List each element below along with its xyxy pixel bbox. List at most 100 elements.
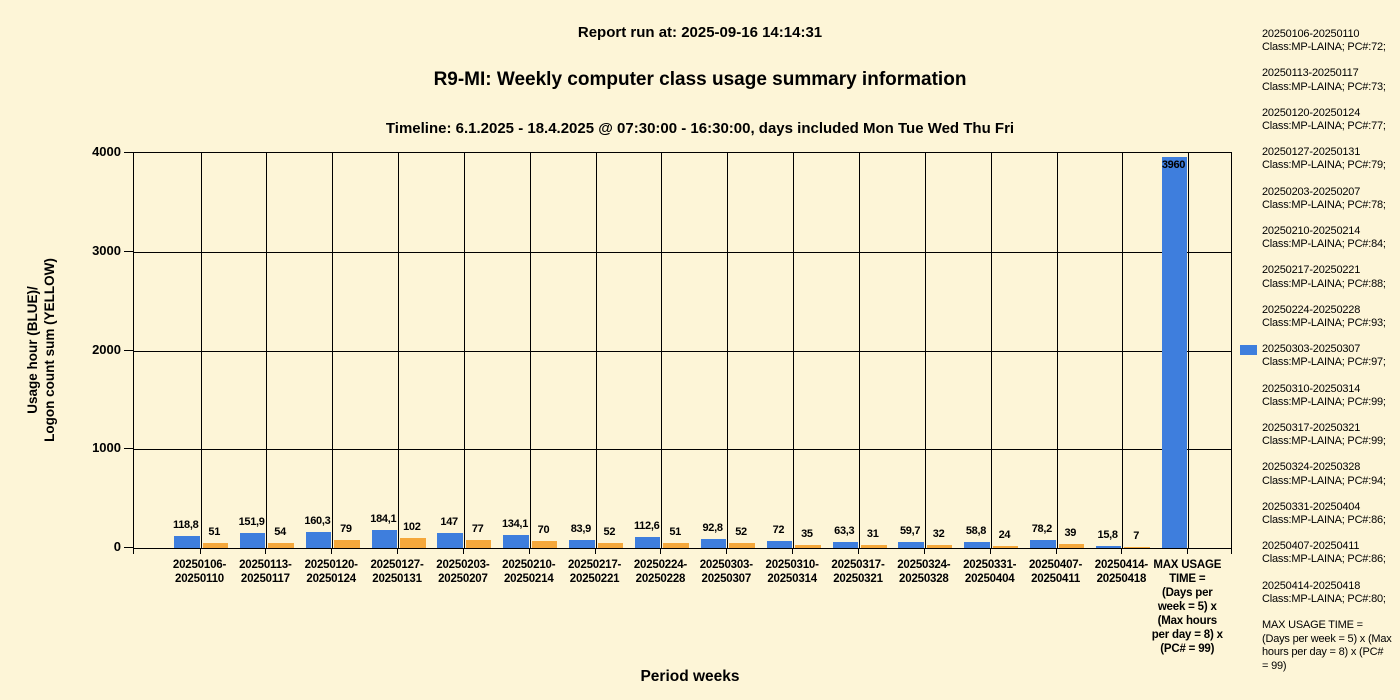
x-axis-tick [1231, 549, 1232, 554]
x-tick-label: 20250324- 20250328 [877, 558, 971, 586]
legend-entry: 20250407-20250411 Class:MP-LAINA; PC#:86; [1240, 540, 1398, 566]
logon-count-bar [400, 537, 426, 548]
x-axis-tick [594, 549, 596, 554]
x-tick-label-line: 20250113- [239, 559, 292, 571]
legend-period: 20250317-20250321 [1262, 422, 1361, 435]
report-run-timestamp: Report run at: 2025-09-16 14:14:31 [577, 24, 823, 41]
x-tick-label-line: 20250331- [963, 559, 1017, 571]
x-tick-label: 20250407- 20250411 [1009, 558, 1103, 586]
legend-period: 20250310-20250314 [1262, 382, 1361, 395]
x-tick-label-line: 20250124 [306, 573, 356, 585]
category-gridline [793, 153, 795, 548]
y-gridline [134, 251, 1231, 253]
x-tick-label: 20250127- 20250131 [350, 558, 444, 586]
x-tick-label-line: 20250214 [503, 573, 554, 585]
x-axis-tick [1055, 549, 1057, 554]
usage-hour-bar [700, 538, 727, 548]
legend-entry: 20250317-20250321 Class:MP-LAINA; PC#:99; [1240, 422, 1398, 448]
category-gridline [859, 153, 860, 548]
logon-count-bar [334, 540, 360, 548]
legend-class-detail: Class:MP-LAINA; PC#:72; [1262, 41, 1386, 54]
category-gridline [1122, 153, 1124, 548]
x-tick-label-line: 20250314 [767, 573, 817, 585]
legend-class-detail: Class:MP-LAINA; PC#:88; [1262, 277, 1386, 290]
category-gridline [595, 153, 597, 548]
chart-legend: 20250106-20250110 Class:MP-LAINA; PC#:72;… [1240, 28, 1398, 673]
legend-class-detail: Class:MP-LAINA; PC#:78; [1262, 198, 1386, 211]
x-tick-label-line: 20250110 [175, 573, 224, 585]
legend-period: 20250113-20250117 [1262, 67, 1359, 80]
x-axis-tick [858, 549, 859, 554]
y-tick-label: 3000 [92, 242, 121, 258]
x-tick-label: 20250113- 20250117 [218, 558, 312, 586]
logon-count-bar [861, 544, 887, 548]
legend-class-detail: Class:MP-LAINA; PC#:99; [1262, 395, 1386, 408]
logon-count-bar [202, 542, 228, 548]
legend-entry: 20250127-20250131 Class:MP-LAINA; PC#:79; [1240, 146, 1398, 172]
usage-hour-bar [239, 532, 266, 548]
legend-class-detail: Class:MP-LAINA; PC#:99; [1262, 435, 1386, 448]
x-axis-tick [923, 549, 925, 554]
x-axis-tick [1121, 549, 1123, 554]
y-axis-tick [124, 448, 133, 450]
x-tick-label-line: 20250117 [240, 573, 290, 585]
chart-title: R9-MI: Weekly computer class usage summa… [433, 69, 967, 90]
usage-hour-bar [766, 540, 793, 548]
category-gridline [1188, 153, 1190, 548]
legend-class-detail: Class:MP-LAINA; PC#:86; [1262, 553, 1386, 566]
x-tick-label: 20250310- 20250314 [745, 558, 839, 586]
legend-period: 20250303-20250307 [1262, 343, 1361, 356]
x-tick-label-line: 20250303- [699, 559, 753, 571]
y-axis-tick [124, 349, 133, 351]
x-tick-label-line: 20250407- [1028, 559, 1083, 571]
x-tick-label-line: 20250127- [370, 559, 424, 571]
legend-class-detail: Class:MP-LAINA; PC#:97; [1262, 356, 1386, 369]
usage-hour-bar [305, 532, 332, 548]
x-tick-label-line: 20250324- [897, 559, 951, 571]
legend-entry: 20250310-20250314 Class:MP-LAINA; PC#:99; [1240, 383, 1398, 409]
x-tick-label-line: 20250418 [1096, 573, 1147, 585]
x-tick-label: 20250303- 20250307 [679, 558, 773, 586]
y-axis-title-line2: Logon count sum (YELLOW) [42, 258, 57, 442]
logon-count-bar [992, 545, 1019, 548]
x-tick-label: 20250203- 20250207 [416, 558, 510, 586]
usage-hour-bar [569, 539, 595, 548]
x-tick-label-line: (PC# = 99) [1160, 643, 1215, 655]
logon-count-bar [663, 542, 689, 548]
x-tick-label-line: 20250317- [831, 559, 885, 571]
x-axis-tick [528, 549, 530, 554]
x-axis-tick [397, 549, 399, 554]
legend-entry: 20250224-20250228 Class:MP-LAINA; PC#:93; [1240, 304, 1398, 330]
legend-class-detail: Class:MP-LAINA; PC#:94; [1262, 474, 1386, 487]
y-tick-label: 2000 [92, 341, 121, 357]
usage-hour-bar [898, 542, 924, 548]
y-tick-label: 0 [113, 539, 121, 554]
x-tick-label-line: 20250310- [765, 559, 819, 571]
y-axis-title-line1: Usage hour (BLUE)/ [25, 286, 40, 414]
legend-entry: 20250331-20250404 Class:MP-LAINA; PC#:86; [1240, 501, 1398, 527]
x-tick-label-line: 20250210- [502, 559, 556, 571]
logon-count-bar [465, 540, 492, 548]
legend-entry: 20250217-20250221 Class:MP-LAINA; PC#:88; [1240, 264, 1398, 290]
category-gridline [266, 153, 268, 548]
x-tick-label-line: 20250203- [436, 559, 490, 571]
x-tick-label: 20250317- 20250321 [811, 558, 905, 586]
legend-period: 20250127-20250131 [1262, 146, 1361, 159]
legend-max-usage-line: (Days per week = 5) x (Max [1262, 632, 1392, 645]
x-axis-tick [331, 549, 333, 554]
usage-hour-bar [174, 536, 200, 548]
x-tick-label: 20250414- 20250418 [1074, 558, 1168, 586]
x-tick-label: 20250217- 20250221 [548, 558, 642, 586]
x-axis-tick [133, 549, 134, 554]
x-axis-tick [265, 549, 267, 554]
y-tick-label: 1000 [92, 440, 121, 456]
legend-period: 20250414-20250418 [1262, 579, 1361, 592]
x-axis-tick [989, 549, 991, 554]
x-tick-label: 20250120- 20250124 [284, 558, 378, 586]
y-tick-label: 4000 [92, 144, 121, 159]
usage-hour-bar [371, 529, 398, 548]
legend-period: 20250120-20250124 [1262, 106, 1361, 119]
x-tick-label-line: 20250131 [372, 573, 422, 585]
legend-period: 20250407-20250411 [1262, 540, 1360, 553]
legend-class-detail: Class:MP-LAINA; PC#:77; [1262, 120, 1386, 133]
